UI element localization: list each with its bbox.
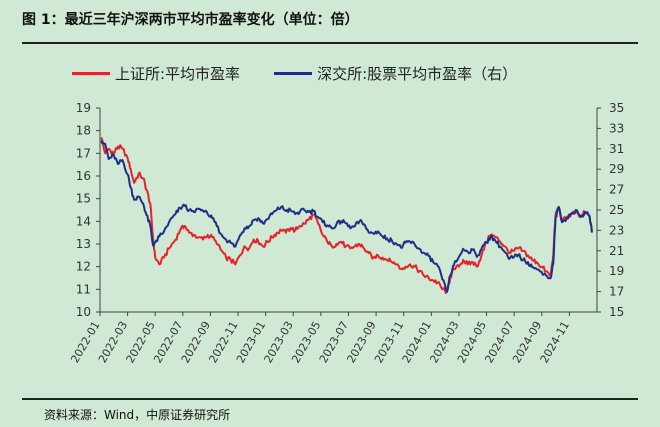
legend-swatch-red [72, 72, 110, 75]
y-left-tick-label: 19 [76, 101, 91, 115]
y-right-tick-label: 15 [609, 305, 624, 319]
y-left-tick-label: 14 [76, 214, 91, 228]
y-right-tick-label: 29 [609, 162, 624, 176]
y-right-tick-label: 25 [609, 203, 624, 217]
y-right-tick-label: 21 [609, 244, 624, 258]
szse-pe-line [100, 140, 593, 293]
chart-legend: 上证所:平均市盈率 深交所:股票平均市盈率（右） [72, 63, 517, 84]
y-left-tick-label: 13 [76, 237, 91, 251]
y-left-tick-label: 12 [76, 260, 91, 274]
figure-title: 图 1：最近三年沪深两市平均市盈率变化（单位：倍） [22, 12, 359, 28]
legend-label-szse: 深交所:股票平均市盈率（右） [317, 65, 518, 83]
legend-label-sse: 上证所:平均市盈率 [115, 65, 241, 83]
y-right-tick-label: 35 [609, 101, 624, 115]
y-right-tick-label: 19 [609, 264, 624, 278]
y-right-tick-label: 17 [609, 285, 624, 299]
legend-item-szse: 深交所:股票平均市盈率（右） [274, 63, 517, 84]
y-left-tick-label: 15 [76, 192, 91, 206]
legend-item-sse: 上证所:平均市盈率 [72, 63, 240, 84]
y-right-tick-label: 33 [609, 121, 624, 135]
pe-line-chart: 10 11 12 13 14 15 16 17 18 19 15 17 19 21 23 25 27 29 31 33… [68, 101, 624, 365]
y-left-tick-label: 10 [76, 305, 91, 319]
sse-pe-line [100, 137, 593, 295]
y-right-tick-label: 23 [609, 223, 624, 237]
top-rule [22, 42, 638, 44]
y-right-tick-label: 31 [609, 142, 624, 156]
y-left-tick-label: 17 [76, 146, 91, 160]
y-left-tick-label: 11 [76, 282, 91, 296]
figure-source: 资料来源：Wind，中原证券研究所 [44, 408, 231, 422]
bottom-rule [22, 398, 638, 400]
y-left-tick-label: 18 [76, 124, 91, 138]
legend-swatch-blue [274, 72, 313, 75]
y-left-tick-label: 16 [76, 169, 91, 183]
y-right-tick-label: 27 [609, 183, 624, 197]
